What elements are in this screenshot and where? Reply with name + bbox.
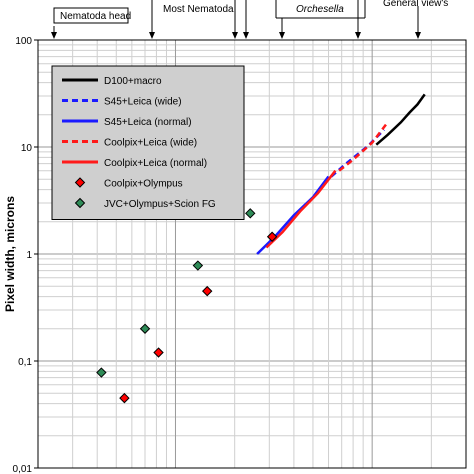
data-series [96,93,426,404]
data-point [119,392,130,404]
data-point [202,285,213,297]
data-point [96,367,107,378]
legend-label: Coolpix+Leica (wide) [104,138,197,149]
annotation-label: Orchesella [296,4,344,15]
legend-label: D100+macro [104,76,162,87]
annotation-box [53,7,129,24]
legend-label: S45+Leica (wide) [104,97,182,108]
annotation-arrowhead [355,32,361,39]
data-point [153,347,164,358]
data-point [192,260,204,271]
y-tick-label: 100 [15,36,32,47]
annotation-arrowhead [51,32,57,39]
top-annotations: Nematoda head Most Nematoda Orchesella Gene… [51,0,448,39]
annotation-arrowhead [149,32,155,39]
annotation-arrowhead [415,32,421,39]
data-point [139,323,151,334]
y-tick-label: 1 [26,250,32,261]
legend-swatch [74,197,86,209]
y-tick-label: 0,01 [13,464,33,474]
y-axis-ticks: 0,01 0,1 1 10 100 [13,36,38,474]
legend-label: JVC+Olympus+Scion FG [104,199,216,210]
y-tick-label: 10 [21,143,33,154]
legend-label: Coolpix+Olympus [104,179,183,190]
annotation-arrowhead [232,32,238,39]
annotation-label: Nematoda head [60,11,131,22]
annotation-label: General view's [383,0,448,9]
series-line [265,169,337,249]
legend-label: S45+Leica (normal) [104,117,192,128]
data-point [266,231,278,242]
legend-swatch [74,177,86,188]
series-line [256,175,330,255]
annotation-label: Most Nematoda [163,4,234,15]
y-tick-label: 0,1 [18,357,32,368]
legend: D100+macro S45+Leica (wide) S45+Leica (nor… [51,65,245,220]
y-axis-label: Pixel width, microns [3,196,17,312]
legend-label: Coolpix+Leica (normal) [104,158,207,169]
annotation-arrowhead [279,32,285,39]
series-line [375,93,426,146]
grid-lines [37,40,467,469]
annotation-arrowhead [243,32,249,39]
data-point [245,208,256,219]
series-line [338,121,389,172]
